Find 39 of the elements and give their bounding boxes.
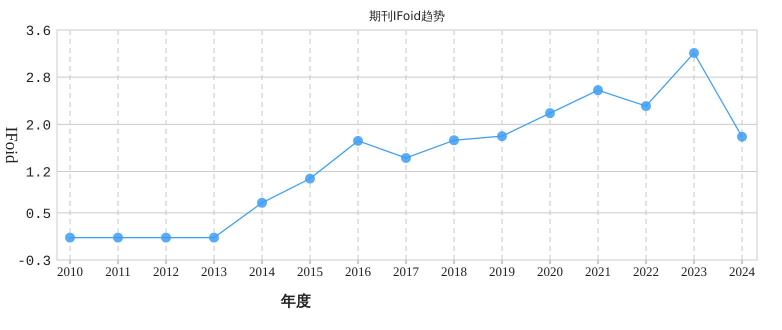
point: [305, 174, 315, 184]
point: [497, 131, 507, 142]
point: [641, 101, 651, 112]
x-tick-label: 2021: [585, 264, 611, 279]
chart-title: 期刊IFoid趋势: [368, 9, 446, 23]
x-tick-label: 2017: [393, 264, 420, 279]
point: [113, 232, 123, 243]
point: [401, 152, 411, 163]
x-tick-label: 2018: [441, 264, 467, 279]
x-axis-title: 年度: [280, 292, 311, 310]
y-axis-title: IFoid: [2, 126, 21, 164]
x-tick-label: 2023: [681, 264, 707, 279]
point: [209, 232, 219, 243]
y-tick-label: 2.8: [26, 71, 51, 88]
x-tick-label: 2014: [249, 264, 276, 279]
x-tick-label: 2024: [729, 264, 756, 279]
y-tick-label: 0.5: [26, 206, 51, 223]
point: [593, 85, 603, 96]
y-tick-label: 2.0: [26, 118, 51, 134]
x-tick-label: 2020: [537, 264, 563, 279]
point: [257, 198, 267, 208]
point: [689, 48, 699, 58]
x-tick-label: 2015: [297, 264, 323, 279]
y-tick-label: 1.2: [26, 166, 51, 182]
y-tick-label: -0.3: [17, 254, 51, 270]
y-tick-label: 3.6: [26, 24, 51, 40]
point: [545, 108, 555, 118]
point: [161, 232, 171, 243]
x-tick-label: 2022: [633, 264, 659, 279]
x-tick-label: 2019: [489, 264, 515, 279]
x-tick-label: 2010: [57, 264, 83, 279]
point: [65, 232, 75, 243]
x-tick-label: 2013: [201, 264, 227, 279]
point: [449, 135, 459, 146]
point: [737, 132, 747, 142]
x-tick-label: 2016: [345, 264, 372, 279]
x-tick-label: 2012: [153, 264, 179, 279]
x-tick-label: 2011: [105, 264, 131, 279]
point: [353, 136, 363, 146]
